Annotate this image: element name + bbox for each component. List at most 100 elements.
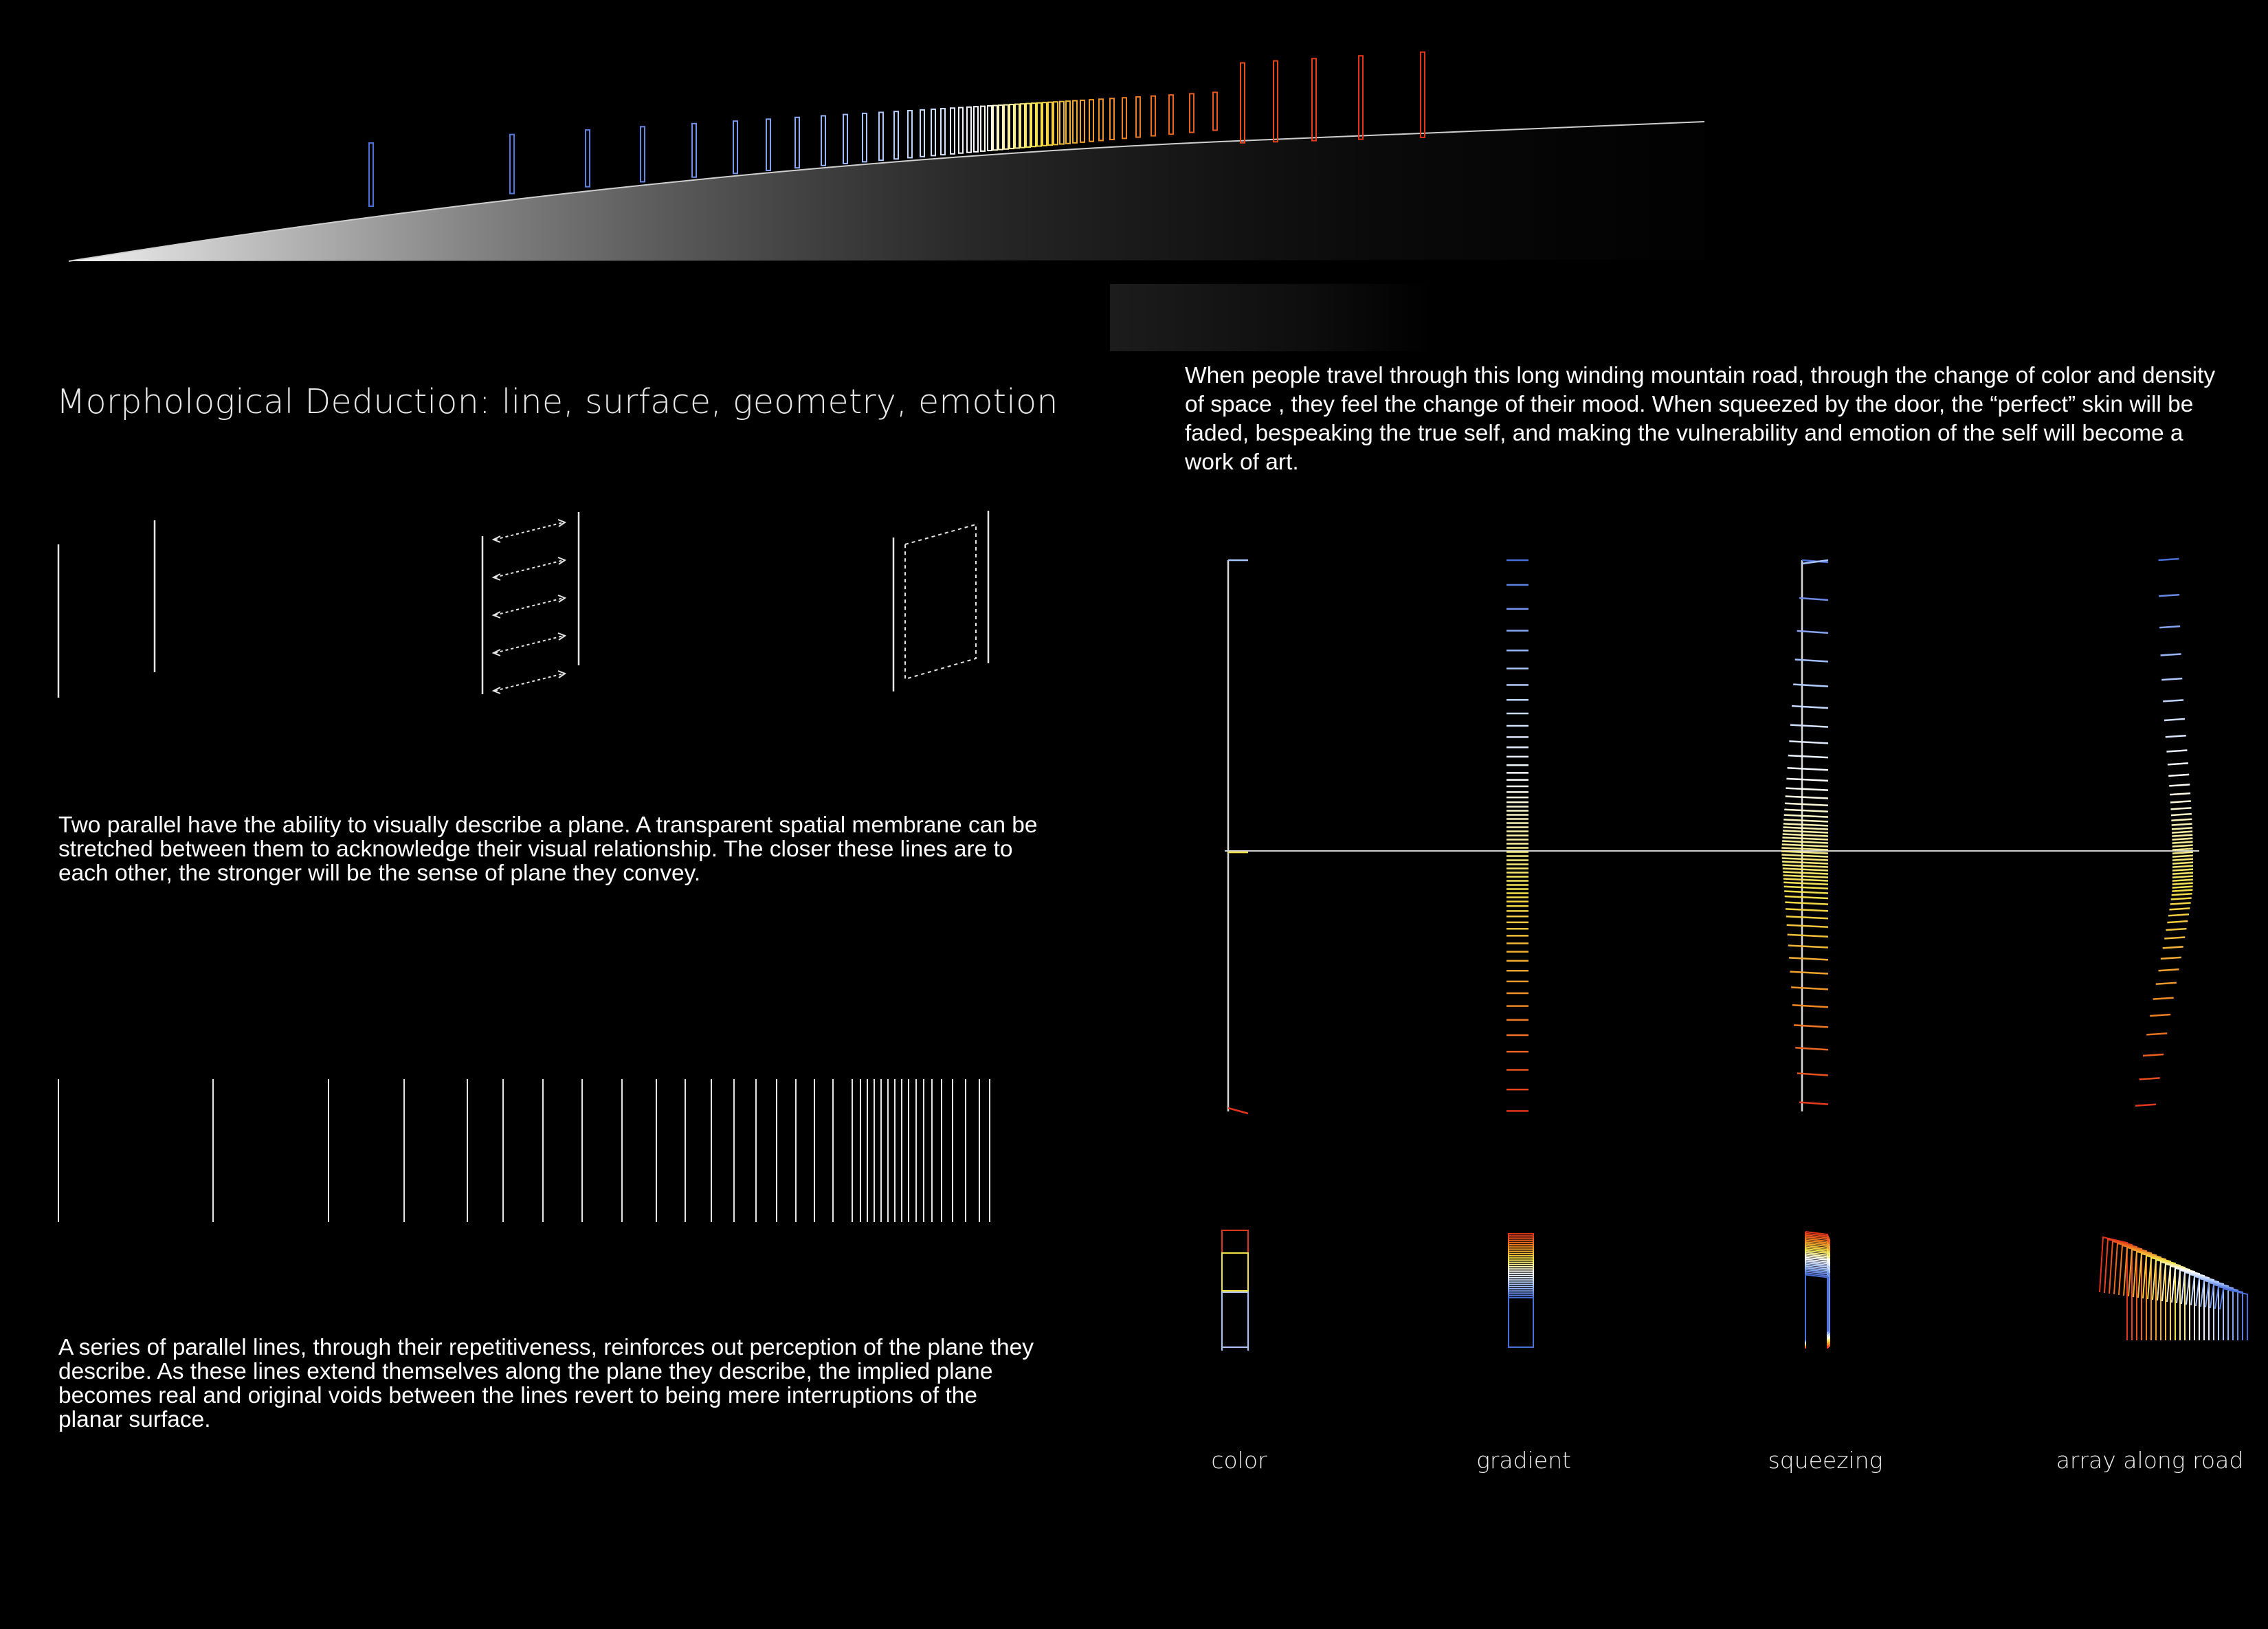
arrow-tail [491,687,501,694]
page-title: Morphological Deduction: line, surface, … [56,382,1058,421]
array-tick [2170,792,2191,796]
array-tick [2172,841,2193,844]
array-tick [2172,847,2193,851]
gradient-stack-rect [1508,1290,1534,1348]
road-post [893,111,899,160]
gradient-stack-rect [1508,1250,1534,1348]
array-stack-line [2157,1261,2186,1340]
lines-with-arrows [481,512,580,694]
array-stack-line [2113,1242,2142,1340]
intro-paragraph: When people travel through this long win… [1185,363,2216,475]
squeezing-stack [1805,1231,1830,1349]
array-tick [2166,749,2188,753]
road-elevation-diagram [68,51,1705,262]
road-post [958,107,964,154]
squeeze-tick [1784,808,1829,813]
road-post [1168,94,1174,135]
series-paragraph: A series of parallel lines, through thei… [58,1335,1034,1432]
array-tick [2166,927,2187,931]
road-post [940,108,946,156]
array-stack-line [2210,1283,2238,1340]
gradient-stack-rect [1508,1252,1534,1349]
array-tick [2159,625,2181,629]
road-post [950,107,955,155]
squeeze-tick [1790,724,1829,728]
road-post [509,133,515,195]
squeeze-tick [1788,957,1829,961]
squeeze-tick [1793,683,1829,687]
array-tick [2172,868,2194,872]
squeeze-tick [1782,861,1829,865]
array-tick [2167,920,2188,924]
array-tick [2172,882,2193,885]
gradient-stack-rect [1508,1294,1534,1348]
array-stack-line [2176,1269,2205,1340]
array-tick [2142,1053,2164,1057]
array-tick [2155,982,2177,986]
array-tick [2172,885,2193,889]
array-stack-line [2133,1250,2161,1340]
squeeze-tick [1785,908,1829,912]
array-stack-line [2104,1238,2133,1340]
squeeze-tick [1781,843,1829,847]
squeeze-tick [1791,986,1829,990]
terrain-silhouette [69,122,1704,261]
array-tick [2171,827,2192,830]
squeeze-tick [1783,878,1829,882]
road-post [585,129,590,188]
array-along-road-diagram [2135,557,2194,1107]
road-post [1089,99,1094,142]
road-post [640,126,645,183]
gradient-stack [1508,1233,1534,1349]
array-stack-line [2142,1254,2171,1340]
array-tick [2160,653,2181,656]
gradient-stack-rect [1508,1268,1534,1348]
array-tick [2170,807,2192,810]
road-post [920,109,925,157]
road-post [1150,95,1156,137]
caption-gradient: gradient [1476,1447,1571,1474]
array-stack-line [2166,1265,2195,1340]
array-stack-line [2214,1285,2243,1340]
array-stack-line [2099,1236,2128,1340]
squeeze-tick [1781,840,1829,844]
road-post [1042,102,1047,146]
road-post [1009,104,1014,150]
array-stack-line [2147,1256,2176,1340]
array-tick [2172,844,2193,847]
array-stack-line [2186,1273,2214,1340]
road-post [1065,100,1071,144]
road-post [1036,102,1042,147]
squeeze-tick [1797,630,1829,634]
array-tick [2153,997,2174,1000]
array-tick [2172,878,2193,882]
array-tick [2171,893,2192,896]
array-stack-line [2137,1252,2166,1340]
squeeze-tick [1788,944,1829,949]
squeeze-tick [1784,895,1829,900]
caption-squeezing: squeezing [1768,1447,1883,1474]
squeeze-tick [1791,705,1829,709]
array-tick [2170,897,2192,900]
road-post [862,112,867,163]
array-stack-line [2123,1246,2152,1340]
road-post [1080,99,1085,143]
road-profile-line [68,121,1705,262]
caption-color: color [1211,1447,1267,1474]
membrane-arrow [494,559,564,578]
road-post [1047,101,1053,146]
array-tick [2167,762,2188,766]
squeeze-tick [1783,885,1829,889]
gradient-diagram [1507,559,1528,1112]
array-tick [2165,734,2186,738]
squeeze-tick [1783,826,1829,830]
road-post [1098,98,1104,142]
array-tick [2169,907,2190,911]
road-post [980,105,986,152]
arrow-head [557,632,567,641]
squeeze-tick [1794,658,1829,663]
arrow-tail [491,535,501,543]
squeeze-stack-line [1805,1274,1829,1340]
